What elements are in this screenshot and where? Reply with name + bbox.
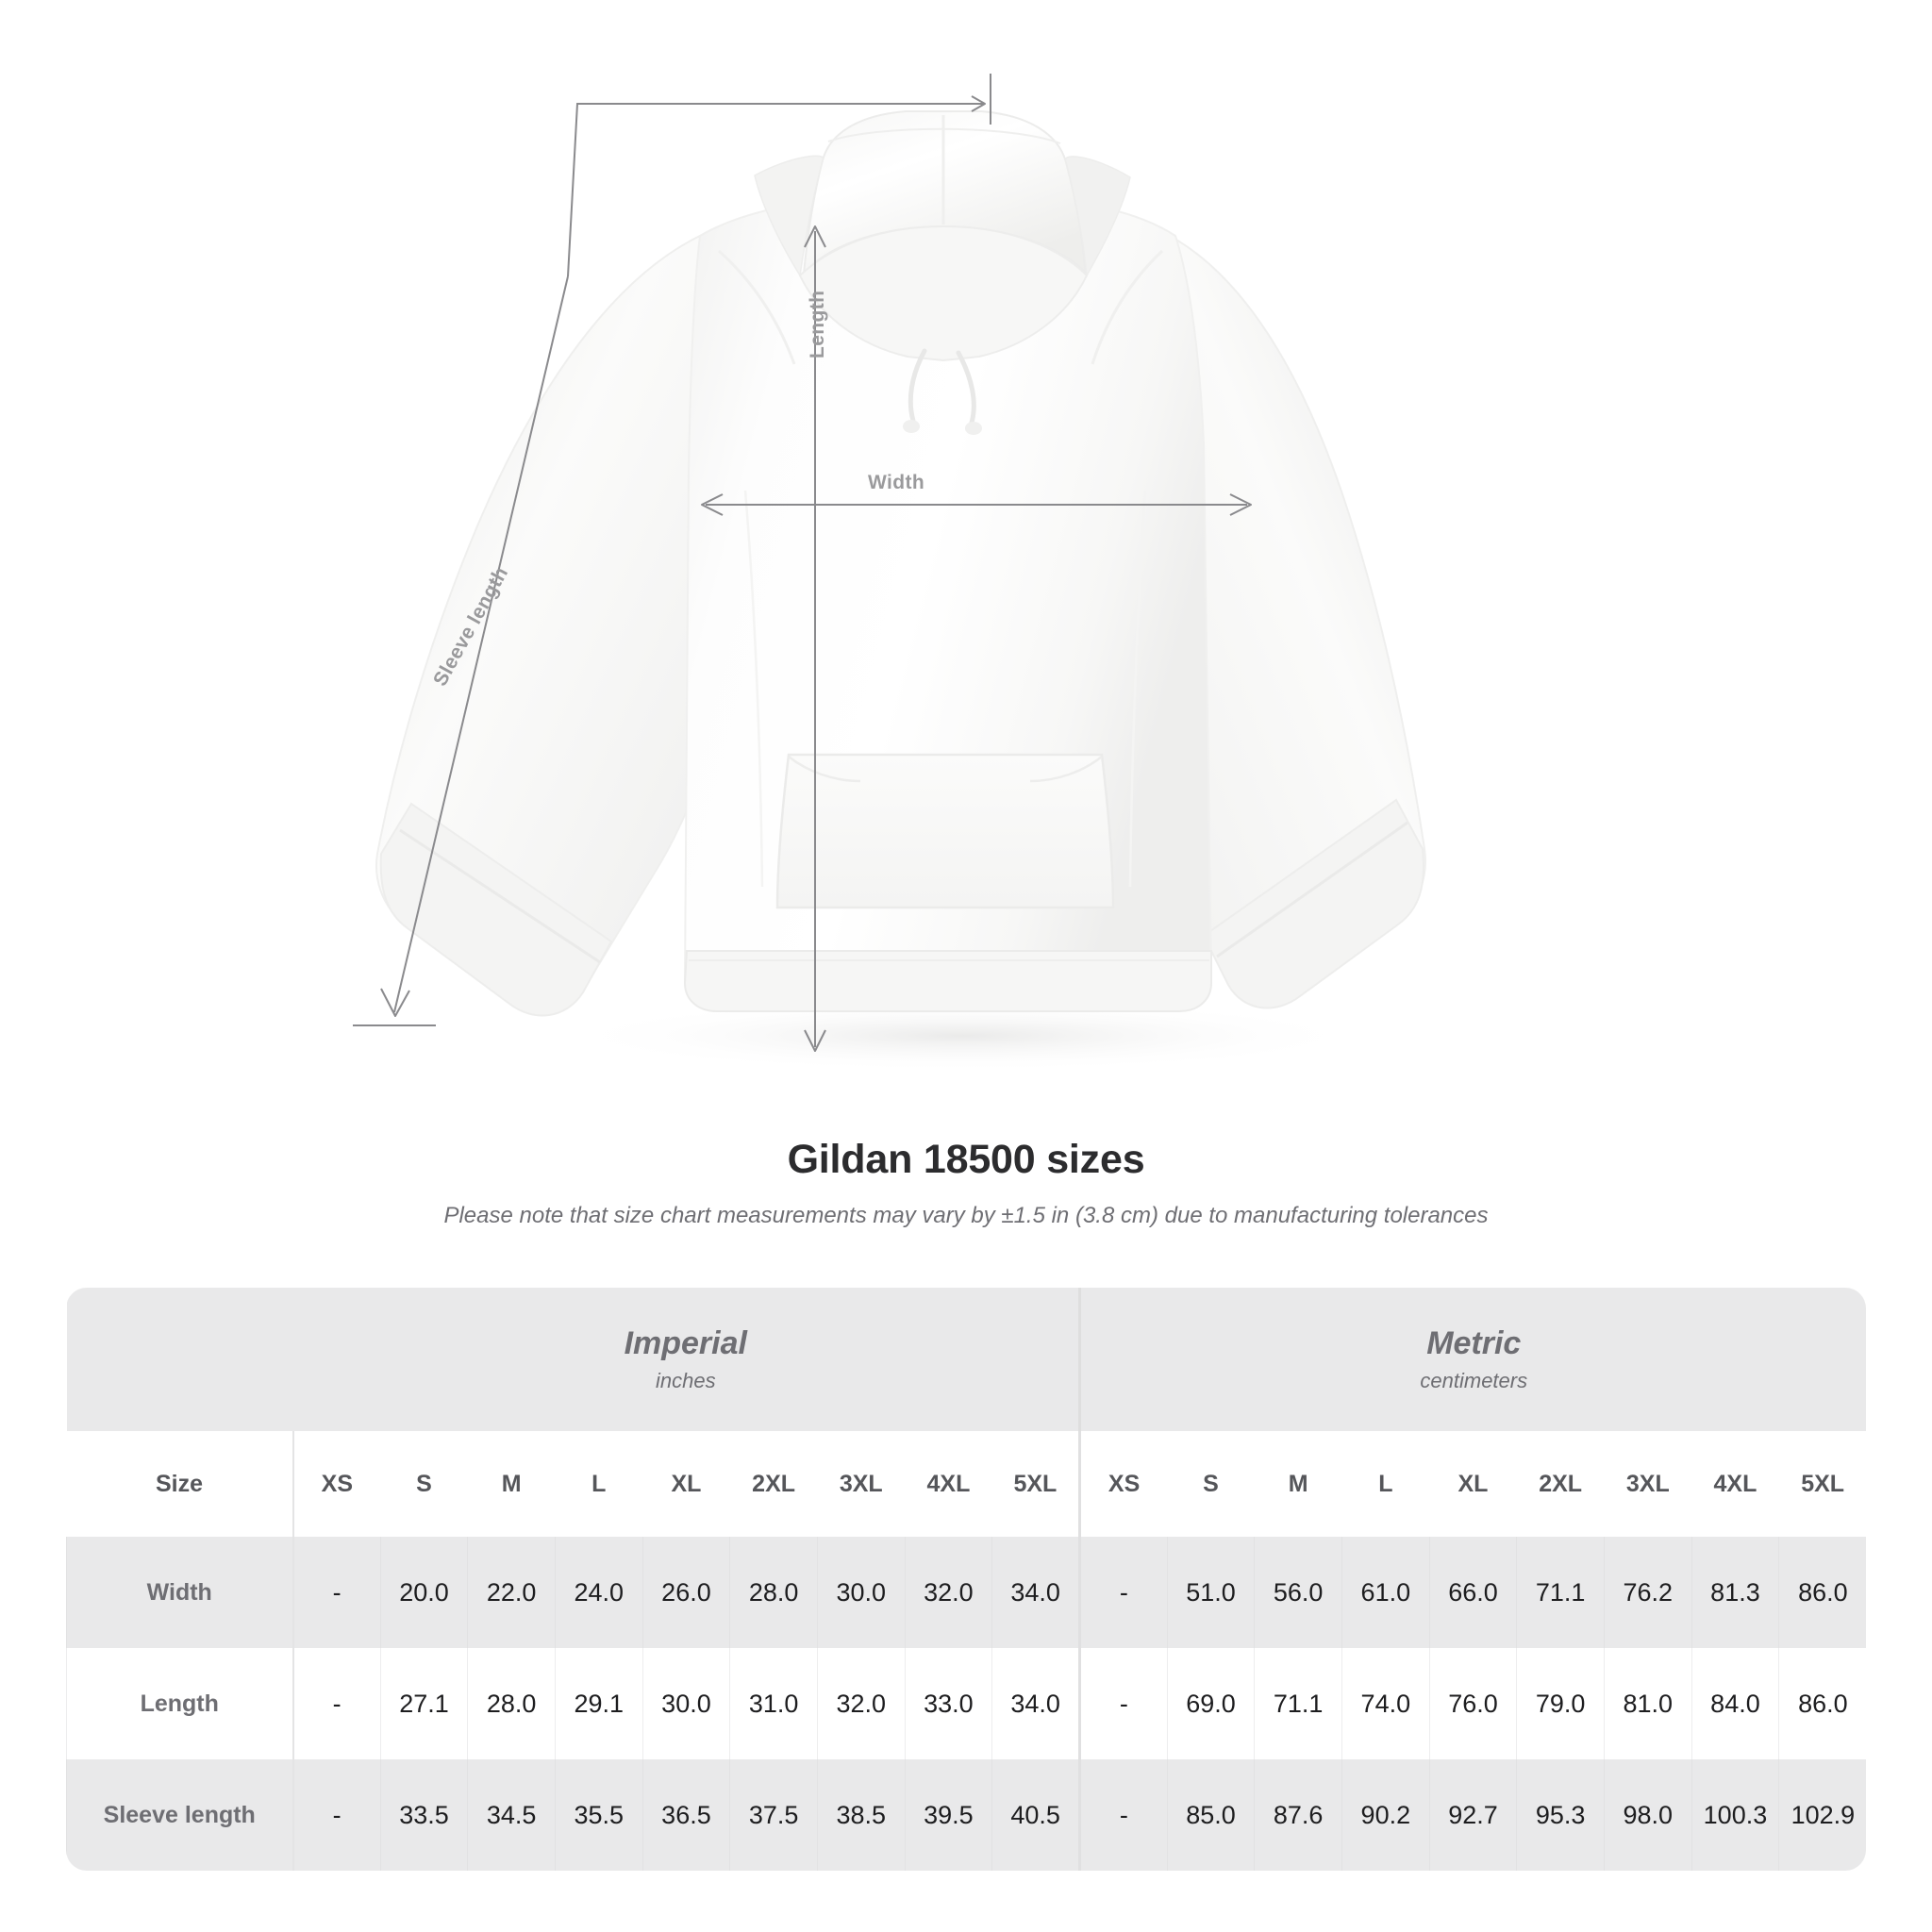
cell-sleeve-length-imperial-2xl: 37.5 [729,1759,818,1871]
size-header-imperial-4xl: 4XL [905,1431,992,1537]
cell-width-metric-xl: 66.0 [1428,1537,1517,1648]
size-header-metric-2xl: 2XL [1516,1431,1605,1537]
unit-header-imperial: Imperial inches [292,1288,1080,1431]
cell-length-imperial-s: 27.1 [379,1648,468,1759]
cell-length-imperial-l: 29.1 [554,1648,643,1759]
cell-width-metric-m: 56.0 [1254,1537,1342,1648]
size-header-metric-3xl: 3XL [1604,1431,1692,1537]
cell-sleeve-length-imperial-xl: 36.5 [641,1759,730,1871]
size-chart-table: Imperial inches Metric centimeters Size XS S M L… [66,1288,1866,1871]
cell-length-imperial-3xl: 32.0 [816,1648,906,1759]
cell-width-imperial-4xl: 32.0 [904,1537,992,1648]
size-header-metric-4xl: 4XL [1691,1431,1779,1537]
cell-width-imperial-xl: 26.0 [641,1537,730,1648]
cell-length-metric-xs: - [1078,1648,1168,1759]
cell-width-metric-xs: - [1078,1537,1168,1648]
cell-length-metric-4xl: 84.0 [1690,1648,1779,1759]
cell-sleeve-length-metric-m: 87.6 [1254,1759,1342,1871]
size-header-imperial-l: L [555,1431,643,1537]
hoodie-illustration [353,74,1426,1072]
unit-name: Metric [1426,1325,1522,1362]
cell-sleeve-length-metric-4xl: 100.3 [1690,1759,1779,1871]
cell-width-metric-3xl: 76.2 [1603,1537,1692,1648]
width-measurement-label: Width [868,472,925,493]
page-title: Gildan 18500 sizes [787,1137,1145,1182]
cell-sleeve-length-metric-l: 90.2 [1341,1759,1430,1871]
cell-width-metric-s: 51.0 [1166,1537,1255,1648]
cell-width-imperial-m: 22.0 [467,1537,556,1648]
cell-sleeve-length-metric-2xl: 95.3 [1516,1759,1605,1871]
size-chart-table-container: Imperial inches Metric centimeters Size XS S M L… [66,1288,1866,1871]
cell-width-metric-2xl: 71.1 [1516,1537,1605,1648]
cell-sleeve-length-imperial-s: 33.5 [379,1759,468,1871]
size-header-imperial-xl: XL [642,1431,730,1537]
unit-subtitle: centimeters [1420,1368,1528,1392]
size-header-metric-5xl: 5XL [1778,1431,1866,1537]
cell-width-metric-l: 61.0 [1341,1537,1430,1648]
cell-width-imperial-2xl: 28.0 [729,1537,818,1648]
unit-header-row: Imperial inches Metric centimeters [66,1288,1866,1431]
cell-sleeve-length-metric-5xl: 102.9 [1778,1759,1866,1871]
size-header-metric-l: L [1341,1431,1430,1537]
cell-length-metric-5xl: 86.0 [1778,1648,1866,1759]
size-header-metric-m: M [1254,1431,1342,1537]
tolerance-note: Please note that size chart measurements… [443,1203,1489,1228]
cell-length-imperial-xl: 30.0 [641,1648,730,1759]
cell-sleeve-length-imperial-m: 34.5 [467,1759,556,1871]
cell-length-imperial-2xl: 31.0 [729,1648,818,1759]
unit-name: Imperial [624,1325,747,1362]
size-header-imperial-s: S [380,1431,468,1537]
size-header-imperial-5xl: 5XL [991,1431,1080,1537]
size-header-imperial-3xl: 3XL [817,1431,906,1537]
cell-sleeve-length-imperial-xs: - [291,1759,381,1871]
cell-length-metric-m: 71.1 [1254,1648,1342,1759]
cell-sleeve-length-imperial-l: 35.5 [554,1759,643,1871]
row-label-length: Length [66,1648,293,1759]
table-row: Width -20.0 22.0 24.0 26.0 28.0 30.0 32.0 34.0-5… [66,1537,1866,1648]
size-column-header: Size [66,1431,293,1537]
length-measurement-label: Length [807,290,828,358]
cell-width-imperial-l: 24.0 [554,1537,643,1648]
cell-sleeve-length-imperial-3xl: 38.5 [816,1759,906,1871]
cell-sleeve-length-metric-xs: - [1078,1759,1168,1871]
unit-header-metric: Metric centimeters [1078,1288,1866,1431]
row-label-sleeve-length: Sleeve length [66,1759,293,1871]
product-mockup: Length Width Sleeve length [353,74,1426,1072]
cell-length-metric-3xl: 81.0 [1603,1648,1692,1759]
cell-sleeve-length-imperial-5xl: 40.5 [991,1759,1080,1871]
table-row: Sleeve length -33.5 34.5 35.5 36.5 37.5 38.5 39… [66,1759,1866,1871]
cell-width-imperial-xs: - [291,1537,381,1648]
cell-length-metric-s: 69.0 [1166,1648,1255,1759]
size-header-metric-xl: XL [1429,1431,1517,1537]
size-header-imperial-m: M [467,1431,556,1537]
cell-length-metric-xl: 76.0 [1428,1648,1517,1759]
cell-width-metric-4xl: 81.3 [1690,1537,1779,1648]
cell-length-imperial-m: 28.0 [467,1648,556,1759]
size-header-imperial-2xl: 2XL [729,1431,818,1537]
size-header-metric-xs: XS [1078,1431,1168,1537]
cell-sleeve-length-imperial-4xl: 39.5 [904,1759,992,1871]
cell-length-metric-l: 74.0 [1341,1648,1430,1759]
cell-length-imperial-5xl: 34.0 [991,1648,1080,1759]
table-row: Length -27.1 28.0 29.1 30.0 31.0 32.0 33.0 34.0-… [66,1648,1866,1759]
cell-width-imperial-5xl: 34.0 [991,1537,1080,1648]
cell-length-metric-2xl: 79.0 [1516,1648,1605,1759]
unit-subtitle: inches [655,1368,716,1392]
size-header-metric-s: S [1167,1431,1255,1537]
row-label-width: Width [66,1537,293,1648]
cell-length-imperial-xs: - [291,1648,381,1759]
size-header-imperial-xs: XS [291,1431,381,1537]
unit-header-spacer [66,1288,293,1431]
cell-length-imperial-4xl: 33.0 [904,1648,992,1759]
cell-width-metric-5xl: 86.0 [1778,1537,1866,1648]
cell-width-imperial-3xl: 30.0 [816,1537,906,1648]
cell-width-imperial-s: 20.0 [379,1537,468,1648]
size-header-row: Size XS S M L XL 2XL 3XL 4XL 5XL XS S M L XL 2XL 3XL 4XL 5… [66,1431,1866,1537]
cell-sleeve-length-metric-xl: 92.7 [1428,1759,1517,1871]
cell-sleeve-length-metric-s: 85.0 [1166,1759,1255,1871]
cell-sleeve-length-metric-3xl: 98.0 [1603,1759,1692,1871]
measurement-guides [353,74,1252,1052]
